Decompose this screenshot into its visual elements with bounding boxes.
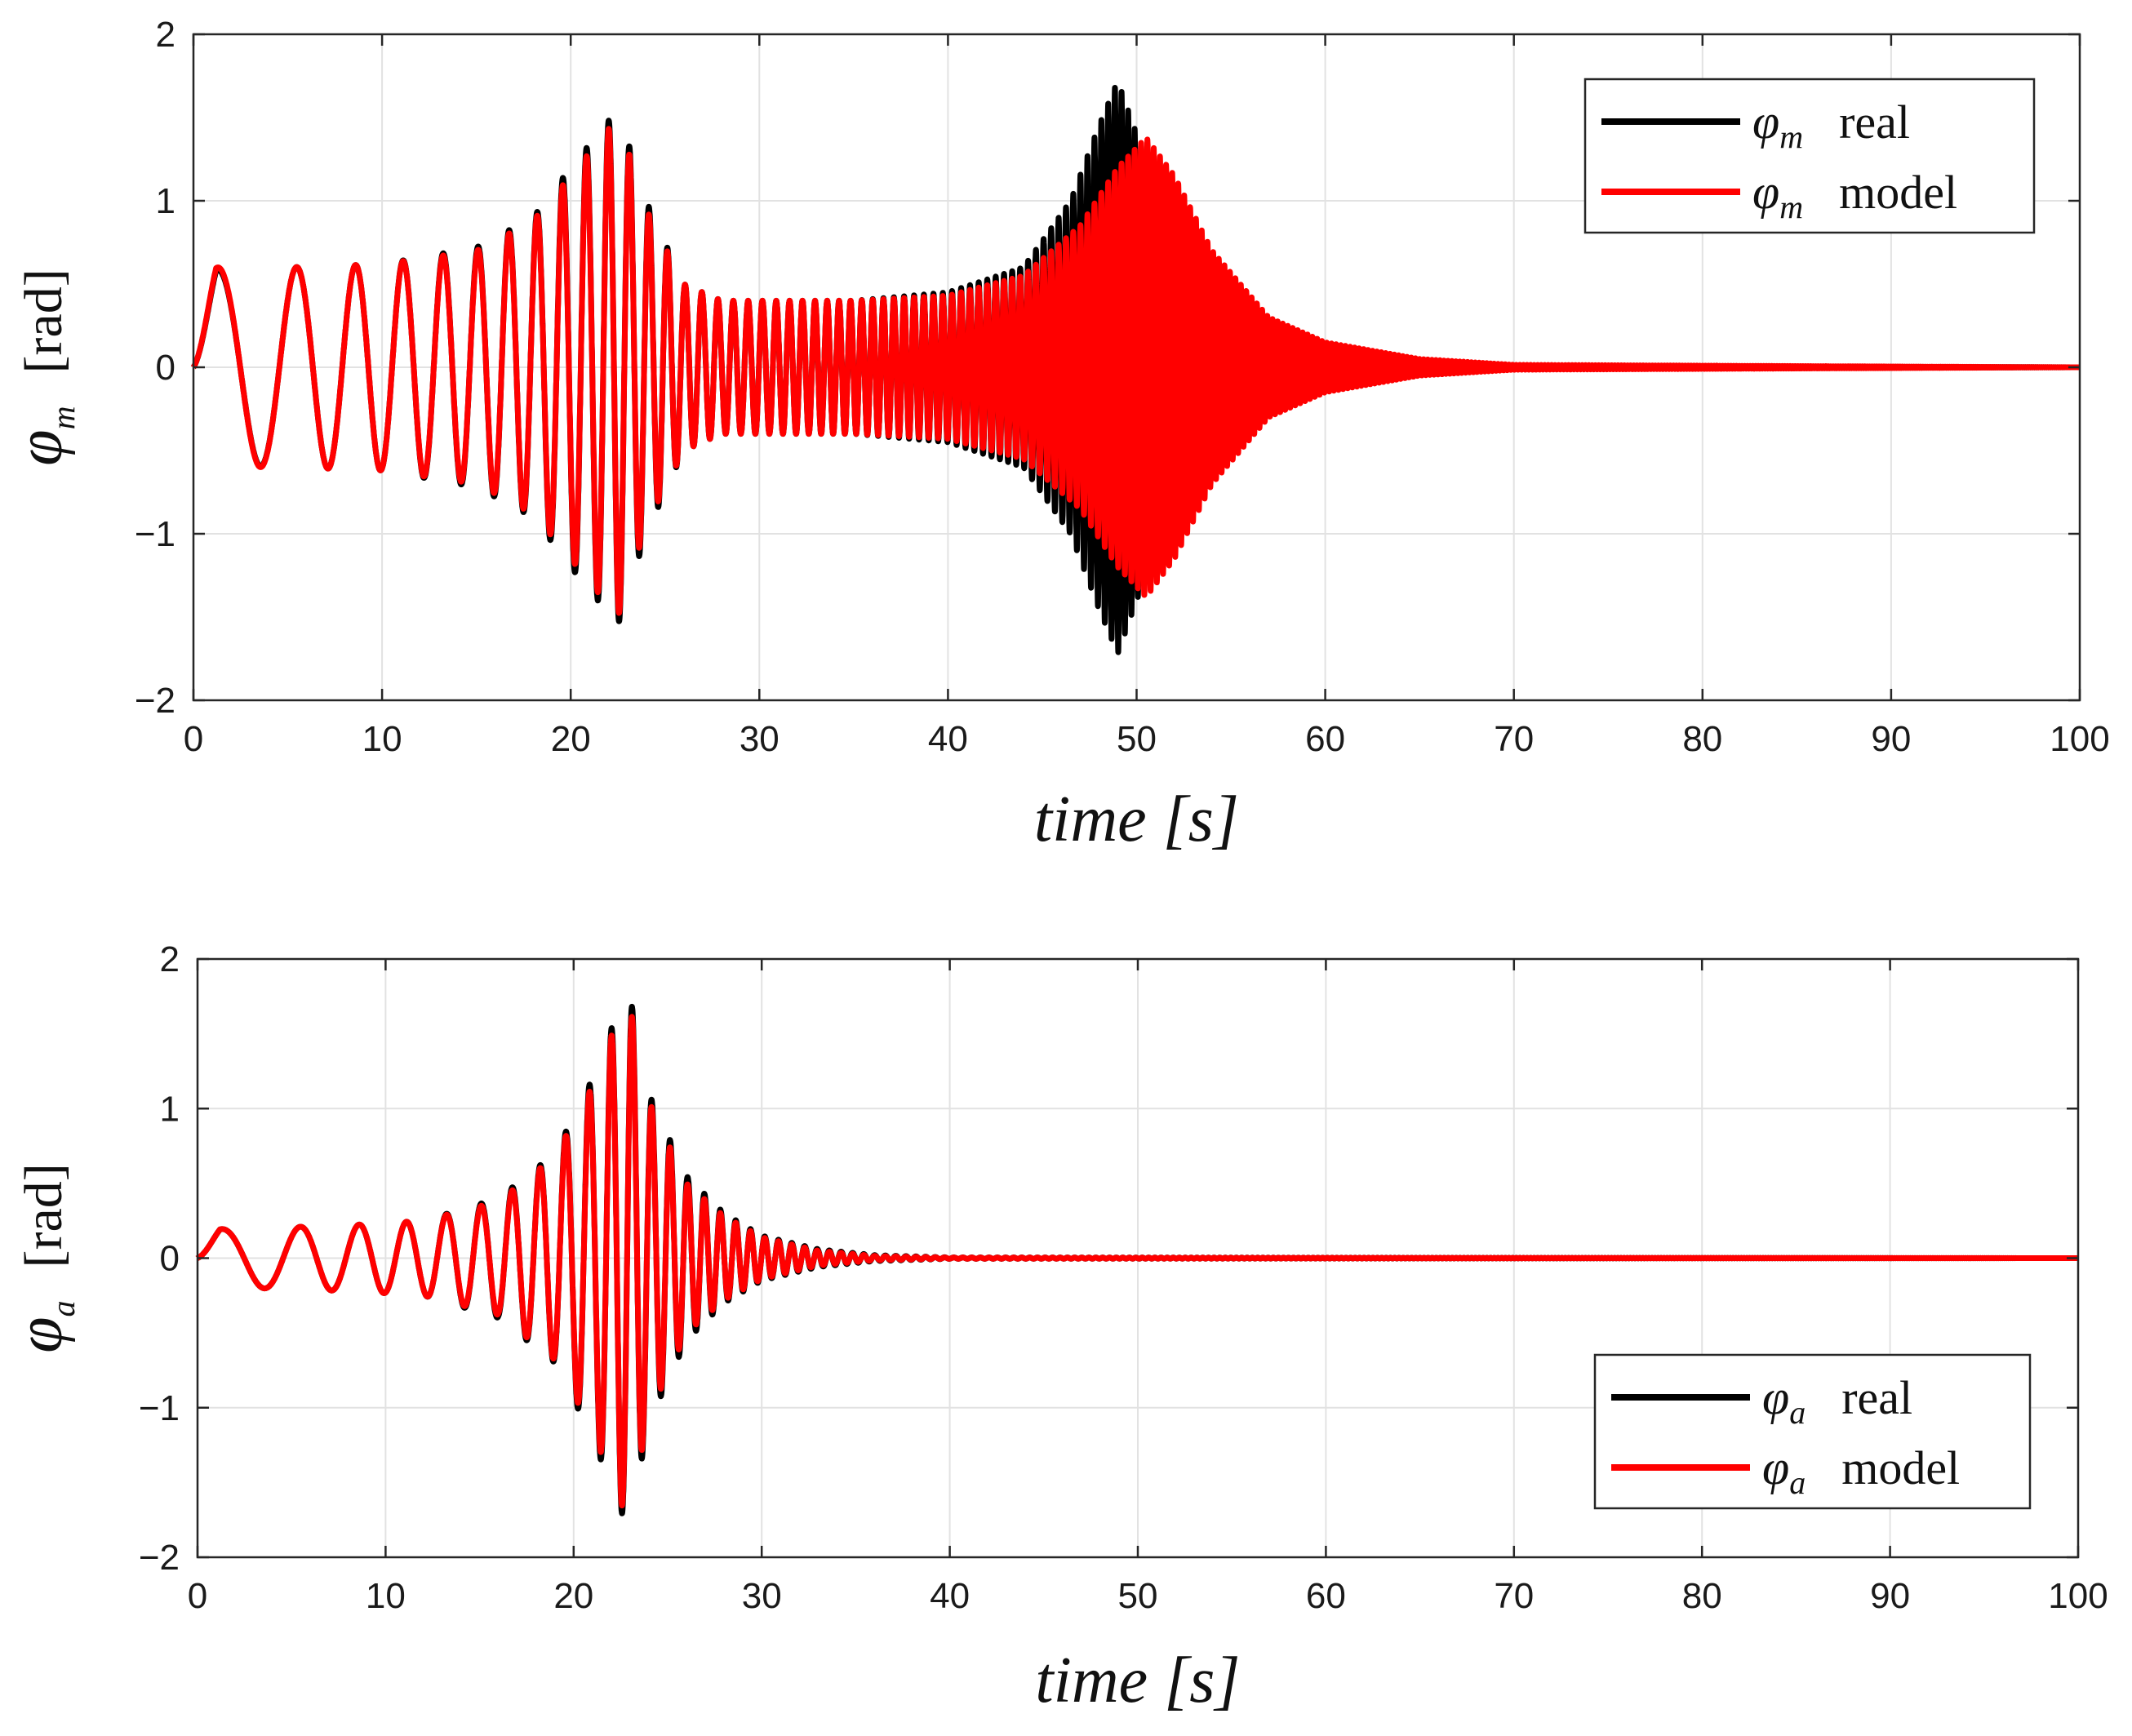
bottom-legend-item-model: φa model [1611, 1441, 1960, 1501]
top-x-tick-label-10: 100 [2050, 719, 2109, 759]
top-x-tick-label-9: 90 [1871, 719, 1911, 759]
top-legend-item-model: φm model [1601, 165, 1957, 225]
bottom-legend-subscript-0: a [1789, 1394, 1806, 1431]
bottom-legend-text-1: φa model [1762, 1441, 1960, 1501]
top-legend-text-1: φm model [1752, 165, 1957, 225]
top-y-tick-label-4: 2 [156, 15, 175, 55]
bottom-legend-label-0: real [1841, 1371, 1912, 1424]
bottom-y-tick-label-4: 2 [160, 939, 180, 979]
bottom-legend-box [1593, 1353, 2032, 1510]
top-series-model-line [190, 126, 2083, 616]
top-legend-subscript-1: m [1779, 189, 1803, 225]
bottom-y-axis-label: φa [rad] [4, 1163, 82, 1353]
top-x-tick-label-7: 70 [1494, 719, 1534, 759]
top-x-axis-label: time [s] [1034, 784, 1239, 855]
top-y-axis-label: φm [rad] [4, 269, 82, 465]
top-legend-label-1: model [1839, 166, 1957, 219]
bottom-y-tick-label-1: −1 [139, 1388, 180, 1428]
bottom-legend-text-0: φa real [1762, 1370, 1912, 1431]
top-x-tick-label-8: 80 [1682, 719, 1722, 759]
bottom-y-axis-subscript: a [45, 1300, 82, 1316]
bottom-x-tick-label-10: 100 [2048, 1576, 2108, 1616]
top-y-axis-symbol: φ [4, 429, 76, 465]
bottom-series-model-line [194, 1014, 2081, 1509]
top-x-tick-label-6: 60 [1305, 719, 1345, 759]
top-legend-text-0: φm real [1752, 95, 1910, 155]
top-x-tick-label-5: 50 [1117, 719, 1157, 759]
bottom-y-axis-unit: [rad] [14, 1163, 73, 1268]
bottom-x-tick-label-6: 60 [1306, 1576, 1346, 1616]
bottom-x-tick-label-9: 90 [1870, 1576, 1910, 1616]
top-x-tick-label-3: 30 [740, 719, 780, 759]
bottom-x-axis-label: time [s] [1035, 1645, 1240, 1716]
top-x-tick-label-4: 40 [928, 719, 968, 759]
top-y-axis-unit: [rad] [14, 269, 73, 373]
bottom-y-tick-label-0: −2 [139, 1538, 180, 1578]
top-legend-item-real: φm real [1601, 95, 1910, 155]
bottom-y-axis-symbol: φ [4, 1316, 76, 1352]
top-legend-symbol-1: φ [1752, 165, 1779, 219]
bottom-x-tick-label-7: 70 [1494, 1576, 1534, 1616]
top-x-tick-label-0: 0 [184, 719, 203, 759]
bottom-x-tick-label-4: 40 [930, 1576, 970, 1616]
top-y-tick-label-2: 0 [156, 348, 175, 388]
bottom-x-tick-label-5: 50 [1118, 1576, 1158, 1616]
bottom-x-tick-label-0: 0 [188, 1576, 207, 1616]
top-legend-label-0: real [1839, 95, 1910, 149]
top-legend-subscript-0: m [1779, 118, 1803, 155]
bottom-x-tick-label-8: 80 [1682, 1576, 1722, 1616]
bottom-y-tick-label-3: 1 [160, 1089, 180, 1129]
bottom-x-tick-label-2: 20 [553, 1576, 593, 1616]
top-y-tick-label-3: 1 [156, 181, 175, 221]
bottom-x-tick-label-3: 30 [742, 1576, 782, 1616]
top-y-tick-label-0: −2 [135, 681, 175, 721]
bottom-legend-item-real: φa real [1611, 1370, 1912, 1431]
bottom-y-tick-label-2: 0 [160, 1239, 180, 1279]
top-x-tick-label-2: 20 [551, 719, 591, 759]
bottom-x-tick-label-1: 10 [366, 1576, 406, 1616]
bottom-legend-symbol-1: φ [1762, 1441, 1789, 1494]
bottom-legend-label-1: model [1841, 1441, 1960, 1494]
top-legend-box [1583, 78, 2036, 234]
top-x-tick-label-1: 10 [362, 719, 402, 759]
top-y-axis-subscript: m [45, 406, 82, 430]
top-legend-symbol-0: φ [1752, 95, 1779, 149]
top-y-tick-label-1: −1 [135, 514, 175, 554]
bottom-legend-subscript-1: a [1789, 1464, 1806, 1501]
bottom-legend-symbol-0: φ [1762, 1370, 1789, 1424]
